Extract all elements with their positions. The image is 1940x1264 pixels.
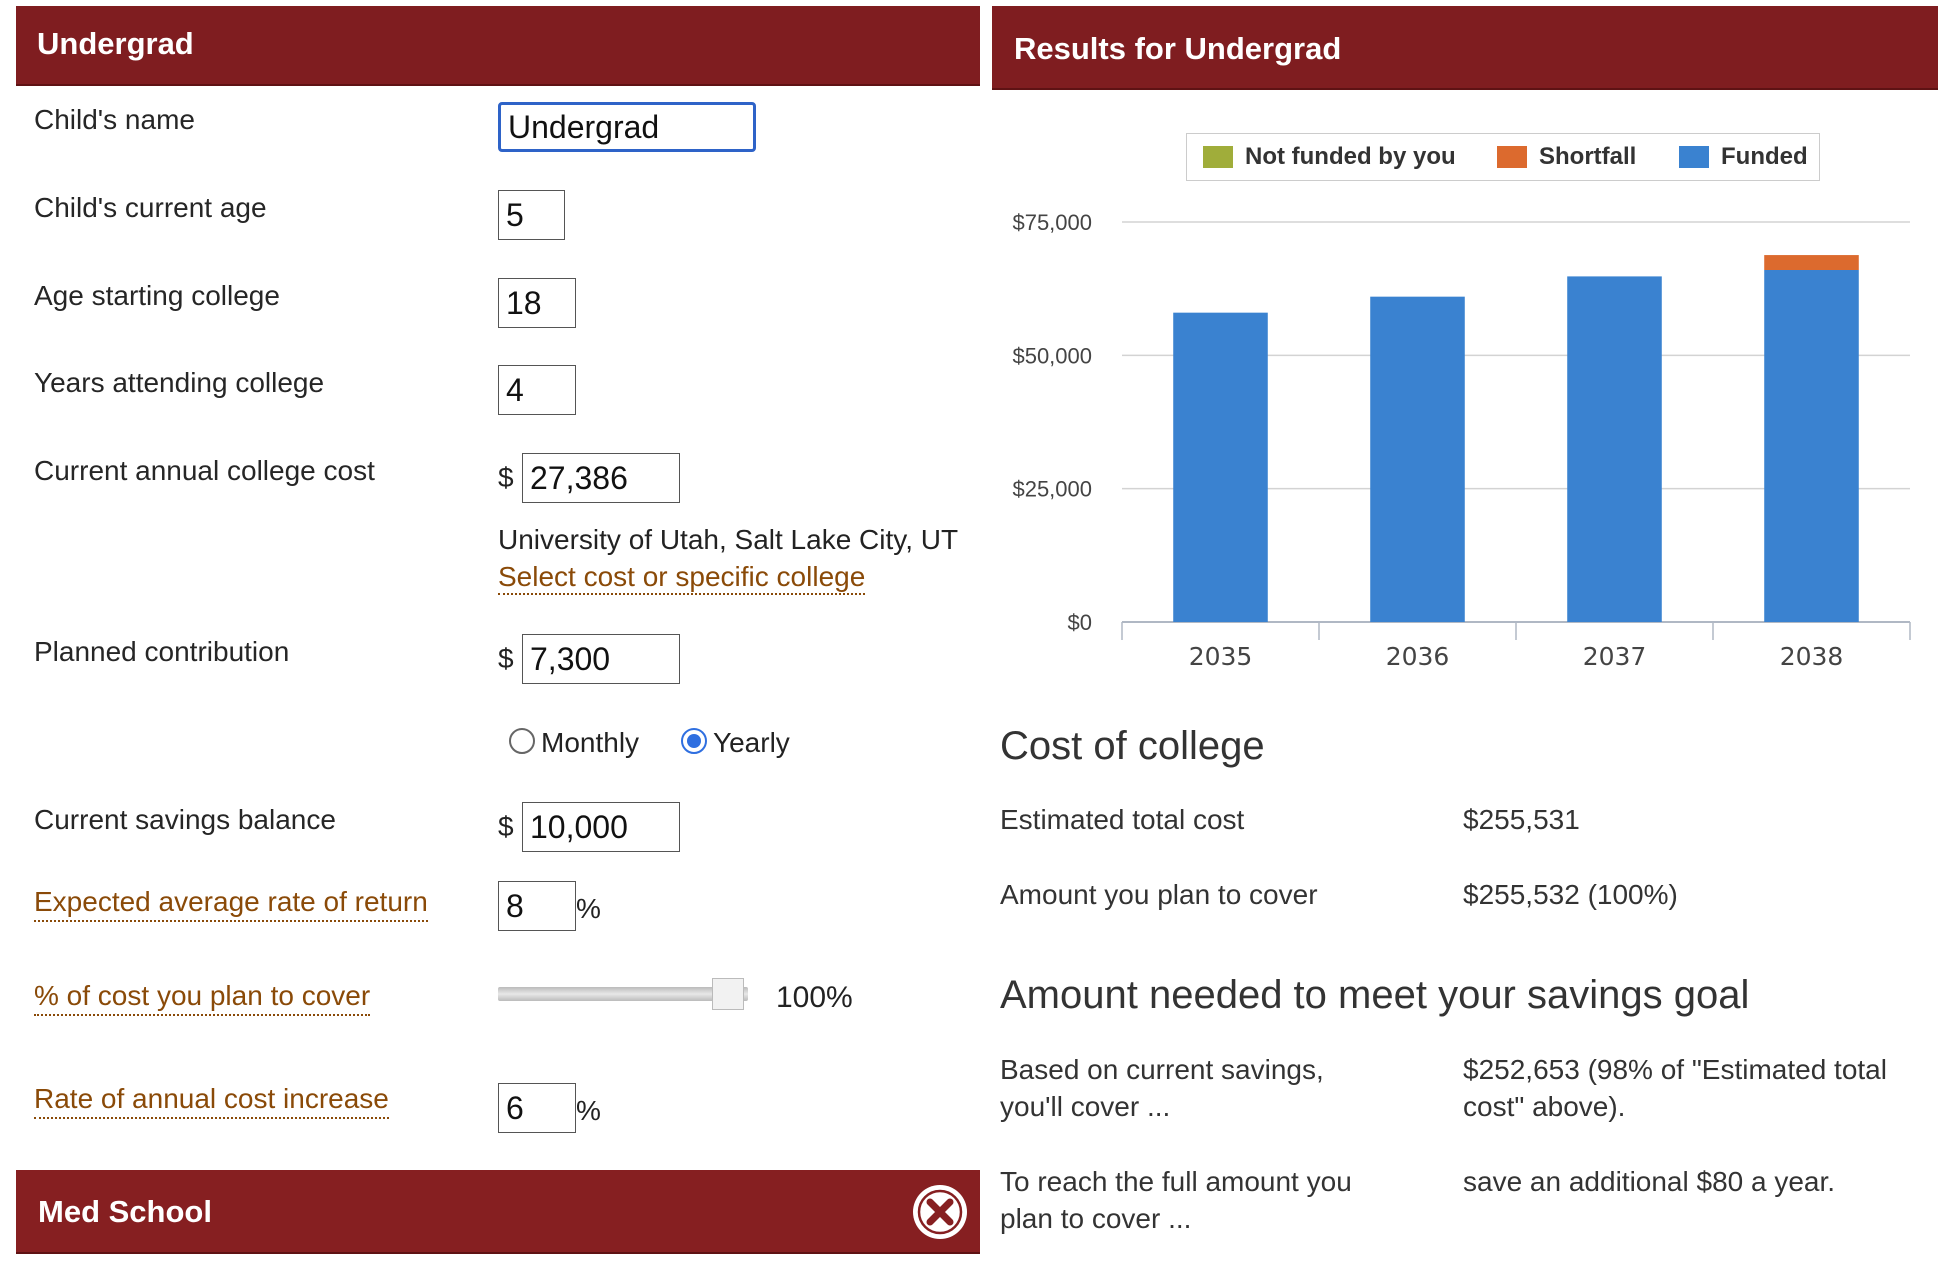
age-starting-label: Age starting college <box>34 280 280 311</box>
undergrad-header-title: Undergrad <box>37 26 194 61</box>
estimated-total-cost-value: $255,531 <box>1463 804 1580 835</box>
bar-funded-2038 <box>1764 270 1859 622</box>
legend-label-shortfall: Shortfall <box>1539 143 1637 170</box>
amount-plan-cover-value: $255,532 (100%) <box>1463 879 1678 910</box>
legend-label-not-funded: Not funded by you <box>1245 143 1456 170</box>
monthly-radio-label[interactable]: Monthly <box>541 727 640 758</box>
years-attending-input[interactable] <box>498 365 576 415</box>
x-tick-label: 2038 <box>1780 642 1844 671</box>
y-tick-label: $75,000 <box>1012 210 1092 235</box>
amount-plan-cover-label: Amount you plan to cover <box>1000 879 1318 910</box>
estimated-total-cost-label: Estimated total cost <box>1000 804 1245 835</box>
cost-increase-unit: % <box>576 1095 601 1126</box>
savings-balance-currency: $ <box>498 811 514 842</box>
reach-full-amount-label: To reach the full amount you plan to cov… <box>1000 1163 1430 1237</box>
select-college-link[interactable]: Select cost or specific college <box>498 561 866 595</box>
savings-balance-input[interactable] <box>522 802 680 852</box>
annual-cost-currency: $ <box>498 462 514 493</box>
contribution-label: Planned contribution <box>34 636 290 667</box>
rate-of-return-input[interactable] <box>498 881 576 931</box>
current-savings-cover-value-line: $252,653 (98% of "Estimated total <box>1463 1054 1887 1085</box>
yearly-radio[interactable] <box>681 728 707 754</box>
current-savings-cover-label-line: you'll cover ... <box>1000 1091 1171 1122</box>
bar-funded-2035 <box>1173 312 1268 622</box>
cost-increase-input[interactable] <box>498 1083 576 1133</box>
reach-full-amount-label-line: plan to cover ... <box>1000 1203 1192 1234</box>
cost-cover-value: 100% <box>776 981 853 1014</box>
reach-full-amount-value-line: save an additional $80 a year. <box>1463 1166 1836 1197</box>
monthly-radio[interactable] <box>509 728 535 754</box>
undergrad-header: Undergrad <box>16 6 980 86</box>
results-header-title: Results for Undergrad <box>1014 31 1342 66</box>
bar-funded-2037 <box>1567 276 1662 622</box>
contribution-currency: $ <box>498 643 514 674</box>
funding-bar-chart: $75,000 $50,000 $25,000 $0 2035 2036 2037 2038 <box>1012 210 1911 671</box>
y-tick-label: $0 <box>1068 610 1092 635</box>
x-tick-label: 2035 <box>1189 642 1253 671</box>
current-savings-cover-value: $252,653 (98% of "Estimated total cost" … <box>1463 1051 1933 1125</box>
reach-full-amount-value: save an additional $80 a year. <box>1463 1163 1933 1200</box>
current-savings-cover-value-line: cost" above). <box>1463 1091 1626 1122</box>
legend-swatch-funded <box>1679 146 1709 168</box>
college-name: University of Utah, Salt Lake City, UT <box>498 524 959 555</box>
yearly-radio-label[interactable]: Yearly <box>713 727 790 758</box>
rate-of-return-link[interactable]: Expected average rate of return <box>34 886 428 922</box>
child-name-label: Child's name <box>34 104 195 135</box>
legend-swatch-shortfall <box>1497 146 1527 168</box>
legend-label-funded: Funded <box>1721 143 1808 170</box>
cost-cover-slider-track[interactable] <box>498 987 748 1001</box>
med-school-header-title: Med School <box>38 1194 212 1229</box>
rate-of-return-unit: % <box>576 893 601 924</box>
y-tick-label: $25,000 <box>1012 477 1092 502</box>
close-x-circle-icon[interactable] <box>913 1185 967 1239</box>
current-age-input[interactable] <box>498 190 565 240</box>
savings-balance-label: Current savings balance <box>34 804 336 835</box>
bar-shortfall-2038 <box>1764 255 1859 270</box>
y-tick-label: $50,000 <box>1012 343 1092 368</box>
bar-funded-2036 <box>1370 296 1465 622</box>
cost-cover-link[interactable]: % of cost you plan to cover <box>34 980 371 1016</box>
current-age-label: Child's current age <box>34 192 267 223</box>
legend-swatch-not-funded <box>1203 146 1233 168</box>
x-tick-label: 2036 <box>1386 642 1450 671</box>
years-attending-label: Years attending college <box>34 367 325 398</box>
x-tick-label: 2037 <box>1583 642 1647 671</box>
contribution-input[interactable] <box>522 634 680 684</box>
child-name-input[interactable] <box>498 102 756 152</box>
annual-cost-input[interactable] <box>522 453 680 503</box>
annual-cost-label: Current annual college cost <box>34 455 375 486</box>
current-savings-cover-label: Based on current savings, you'll cover .… <box>1000 1051 1430 1125</box>
savings-goal-title: Amount needed to meet your savings goal <box>1000 973 1750 1017</box>
results-header: Results for Undergrad <box>992 6 1938 90</box>
chart-legend: Not funded by you Shortfall Funded <box>1186 133 1820 181</box>
cost-cover-slider-thumb[interactable] <box>712 978 744 1010</box>
age-starting-input[interactable] <box>498 278 576 328</box>
reach-full-amount-label-line: To reach the full amount you <box>1000 1166 1352 1197</box>
cost-of-college-title: Cost of college <box>1000 724 1265 768</box>
current-savings-cover-label-line: Based on current savings, <box>1000 1054 1324 1085</box>
med-school-header[interactable]: Med School <box>16 1170 980 1254</box>
cost-increase-link[interactable]: Rate of annual cost increase <box>34 1083 389 1119</box>
